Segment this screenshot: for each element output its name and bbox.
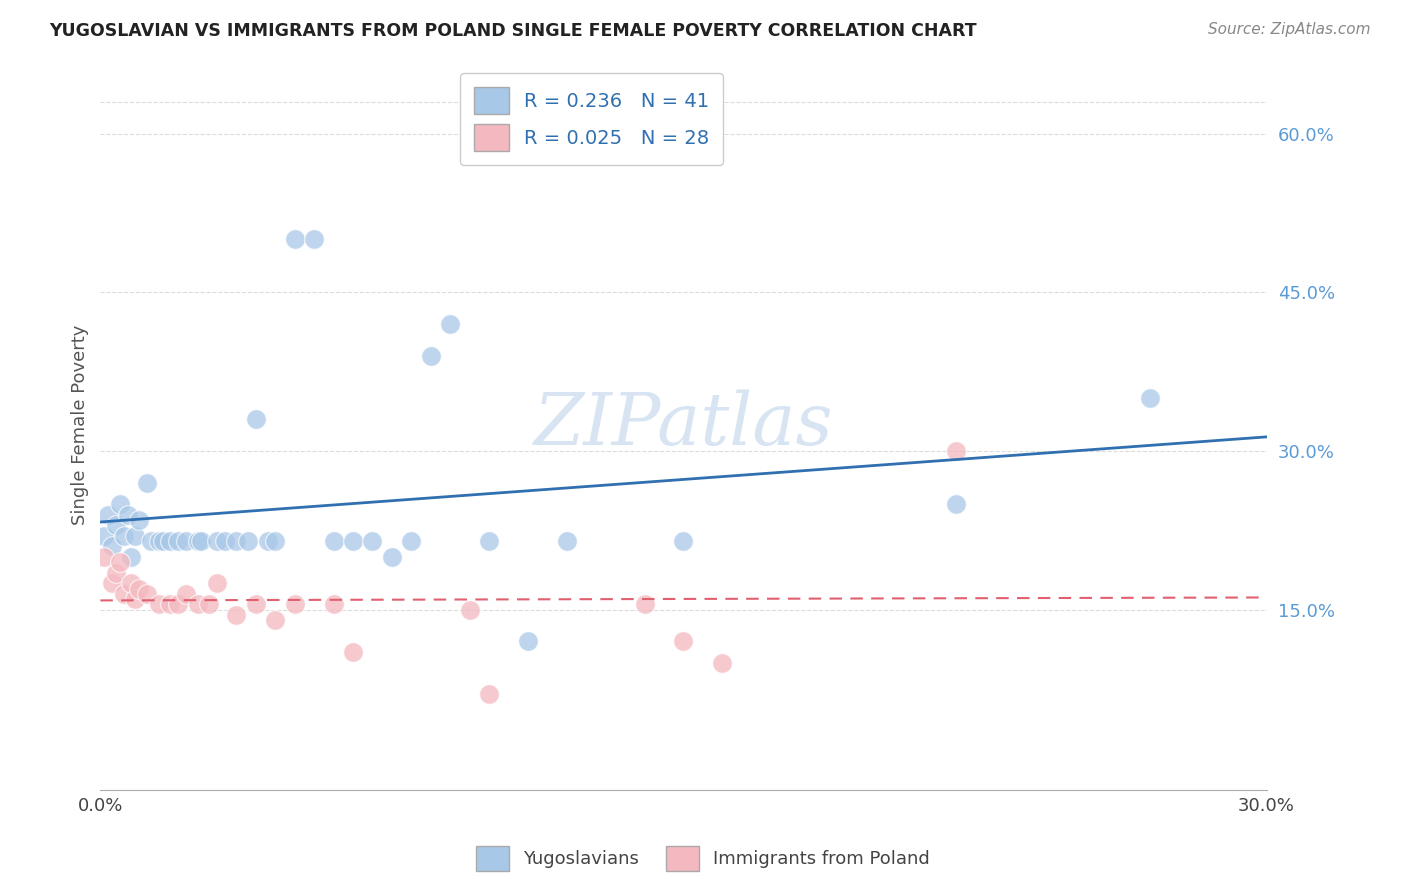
Point bbox=[322, 533, 344, 548]
Point bbox=[124, 592, 146, 607]
Point bbox=[322, 598, 344, 612]
Point bbox=[245, 598, 267, 612]
Point bbox=[458, 603, 481, 617]
Point bbox=[93, 549, 115, 564]
Text: ZIPatlas: ZIPatlas bbox=[534, 389, 834, 460]
Point bbox=[101, 576, 124, 591]
Point bbox=[104, 566, 127, 580]
Point bbox=[711, 656, 734, 670]
Point bbox=[139, 533, 162, 548]
Point bbox=[302, 232, 325, 246]
Point bbox=[478, 687, 501, 701]
Point bbox=[104, 518, 127, 533]
Point bbox=[159, 533, 181, 548]
Point bbox=[672, 533, 695, 548]
Point bbox=[190, 533, 212, 548]
Point bbox=[672, 634, 695, 648]
Point bbox=[205, 533, 228, 548]
Point bbox=[478, 533, 501, 548]
Point bbox=[108, 497, 131, 511]
Point bbox=[342, 645, 364, 659]
Point bbox=[342, 533, 364, 548]
Point bbox=[174, 533, 197, 548]
Point bbox=[264, 613, 287, 627]
Point bbox=[136, 475, 159, 490]
Point bbox=[945, 497, 967, 511]
Point bbox=[167, 533, 190, 548]
Point bbox=[120, 576, 142, 591]
Point bbox=[97, 508, 120, 522]
Point bbox=[225, 608, 247, 623]
Point bbox=[381, 549, 404, 564]
Point bbox=[152, 533, 174, 548]
Point bbox=[633, 598, 655, 612]
Point bbox=[225, 533, 247, 548]
Point bbox=[1139, 391, 1161, 405]
Point bbox=[174, 587, 197, 601]
Y-axis label: Single Female Poverty: Single Female Poverty bbox=[72, 325, 89, 524]
Point bbox=[186, 533, 208, 548]
Point bbox=[117, 508, 139, 522]
Point bbox=[136, 587, 159, 601]
Point bbox=[124, 529, 146, 543]
Point bbox=[148, 533, 170, 548]
Point bbox=[284, 232, 307, 246]
Point bbox=[205, 576, 228, 591]
Point bbox=[93, 529, 115, 543]
Point bbox=[516, 634, 538, 648]
Point bbox=[128, 513, 150, 527]
Point bbox=[419, 349, 441, 363]
Point bbox=[167, 598, 190, 612]
Point bbox=[256, 533, 278, 548]
Point bbox=[120, 549, 142, 564]
Point bbox=[245, 412, 267, 426]
Point bbox=[555, 533, 578, 548]
Point bbox=[112, 529, 135, 543]
Point bbox=[186, 598, 208, 612]
Point bbox=[361, 533, 384, 548]
Text: YUGOSLAVIAN VS IMMIGRANTS FROM POLAND SINGLE FEMALE POVERTY CORRELATION CHART: YUGOSLAVIAN VS IMMIGRANTS FROM POLAND SI… bbox=[49, 22, 977, 40]
Point bbox=[112, 587, 135, 601]
Text: Source: ZipAtlas.com: Source: ZipAtlas.com bbox=[1208, 22, 1371, 37]
Point bbox=[945, 444, 967, 458]
Point bbox=[264, 533, 287, 548]
Point bbox=[198, 598, 221, 612]
Point bbox=[284, 598, 307, 612]
Point bbox=[108, 555, 131, 569]
Point bbox=[101, 539, 124, 553]
Point bbox=[236, 533, 259, 548]
Point bbox=[214, 533, 236, 548]
Point bbox=[148, 598, 170, 612]
Legend: Yugoslavians, Immigrants from Poland: Yugoslavians, Immigrants from Poland bbox=[470, 838, 936, 879]
Point bbox=[128, 582, 150, 596]
Point bbox=[159, 598, 181, 612]
Legend: R = 0.236   N = 41, R = 0.025   N = 28: R = 0.236 N = 41, R = 0.025 N = 28 bbox=[460, 73, 723, 165]
Point bbox=[439, 317, 461, 331]
Point bbox=[401, 533, 423, 548]
